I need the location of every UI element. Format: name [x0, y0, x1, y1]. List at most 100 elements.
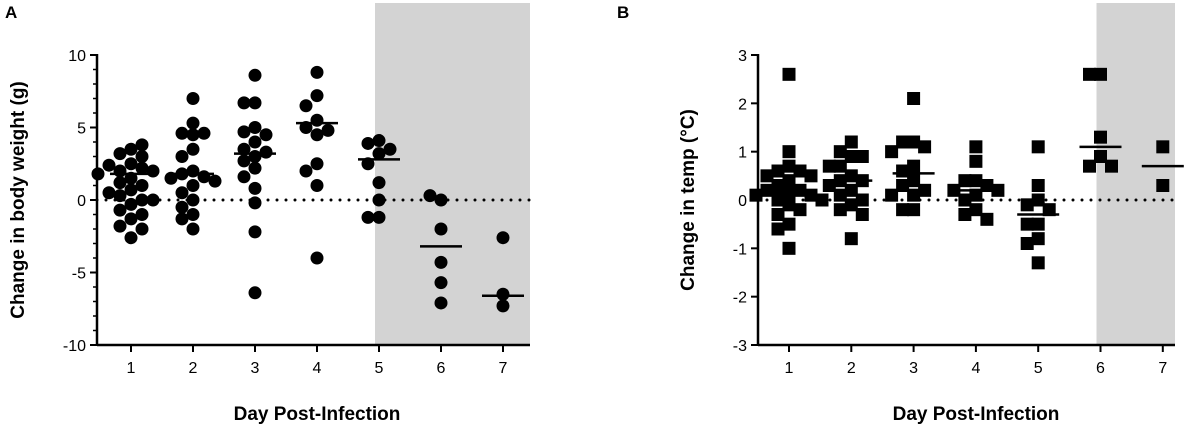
data-point: [310, 113, 324, 127]
data-point: [793, 164, 807, 178]
data-point: [855, 150, 869, 163]
data-point: [907, 188, 921, 202]
data-point: [135, 161, 149, 175]
data-point: [248, 96, 262, 110]
x-tick-label: 4: [313, 360, 322, 377]
data-point: [248, 161, 262, 175]
data-point: [434, 193, 448, 207]
data-point: [855, 193, 869, 207]
data-point: [907, 174, 921, 188]
data-point: [496, 287, 510, 301]
data-point: [855, 208, 869, 221]
data-point: [749, 188, 763, 202]
data-point: [146, 164, 160, 178]
data-point: [885, 188, 899, 202]
data-point: [980, 179, 994, 192]
data-point: [135, 179, 149, 192]
data-point: [372, 147, 386, 161]
data-point: [833, 159, 847, 173]
x-tick-label: 6: [1096, 360, 1105, 377]
data-point: [135, 138, 149, 152]
data-point: [771, 193, 785, 207]
y-axis-label: Change in body weight (g): [8, 81, 29, 318]
data-point: [1105, 159, 1118, 173]
data-point: [833, 203, 847, 217]
data-point: [496, 299, 510, 313]
data-point: [124, 183, 138, 197]
data-point: [844, 135, 858, 149]
x-tick-label: 6: [437, 360, 446, 377]
data-point: [1083, 159, 1096, 173]
data-point: [434, 296, 448, 310]
data-point: [310, 179, 324, 192]
panel-label: A: [5, 3, 17, 22]
x-axis-label: Day Post-Infection: [234, 404, 401, 425]
data-point: [113, 219, 127, 233]
x-tick-label: 1: [127, 360, 136, 377]
data-point: [833, 145, 847, 159]
data-point: [361, 210, 375, 224]
data-point: [782, 217, 796, 231]
data-point: [918, 183, 932, 197]
data-point: [237, 125, 251, 139]
x-tick-label: 5: [1034, 360, 1043, 377]
data-point: [885, 145, 899, 159]
data-point: [237, 170, 251, 184]
data-point: [135, 193, 149, 207]
data-point: [1020, 198, 1034, 212]
data-point: [896, 203, 910, 217]
x-tick-label: 7: [1158, 360, 1167, 377]
data-point: [844, 232, 858, 246]
data-point: [1094, 67, 1107, 81]
data-point: [175, 150, 189, 163]
data-point: [135, 222, 149, 236]
data-point: [175, 212, 189, 226]
data-point: [310, 157, 324, 171]
data-point: [822, 159, 836, 173]
data-point: [248, 286, 262, 300]
data-point: [844, 198, 858, 212]
data-point: [822, 179, 836, 192]
data-point: [496, 231, 510, 245]
data-point: [186, 164, 200, 178]
data-point: [958, 174, 972, 188]
data-point: [844, 150, 858, 163]
data-point: [907, 135, 921, 149]
data-point: [237, 96, 251, 110]
y-tick-label: 5: [77, 121, 86, 138]
data-point: [186, 142, 200, 156]
data-point: [793, 203, 807, 217]
data-point: [124, 212, 138, 226]
data-point: [186, 222, 200, 236]
data-point: [782, 198, 796, 212]
data-point: [383, 142, 397, 156]
y-tick-label: -2: [733, 290, 747, 307]
data-point: [113, 164, 127, 178]
data-point: [1156, 179, 1170, 192]
x-tick-label: 3: [909, 360, 918, 377]
data-point: [434, 255, 448, 269]
data-point: [113, 147, 127, 161]
panel-a-weight-chart: A Change in body weight (g) Day Post-Inf…: [5, 3, 532, 425]
data-point: [958, 193, 972, 207]
data-point: [423, 189, 437, 203]
data-point: [1094, 150, 1107, 163]
data-point: [907, 203, 921, 217]
data-point: [1031, 217, 1045, 231]
data-point: [113, 203, 127, 217]
data-point: [980, 212, 994, 226]
data-point: [969, 188, 983, 202]
data-point: [771, 179, 785, 192]
data-point: [237, 154, 251, 168]
data-point: [248, 121, 262, 134]
data-point: [299, 164, 313, 178]
data-point: [91, 167, 105, 181]
data-point: [1031, 256, 1045, 270]
data-point: [135, 150, 149, 163]
x-tick-label: 1: [785, 360, 794, 377]
x-axis-label: Day Post-Infection: [893, 404, 1060, 425]
data-point: [113, 176, 127, 190]
shaded-region: [1096, 3, 1175, 345]
data-point: [124, 197, 138, 211]
data-point: [310, 251, 324, 265]
